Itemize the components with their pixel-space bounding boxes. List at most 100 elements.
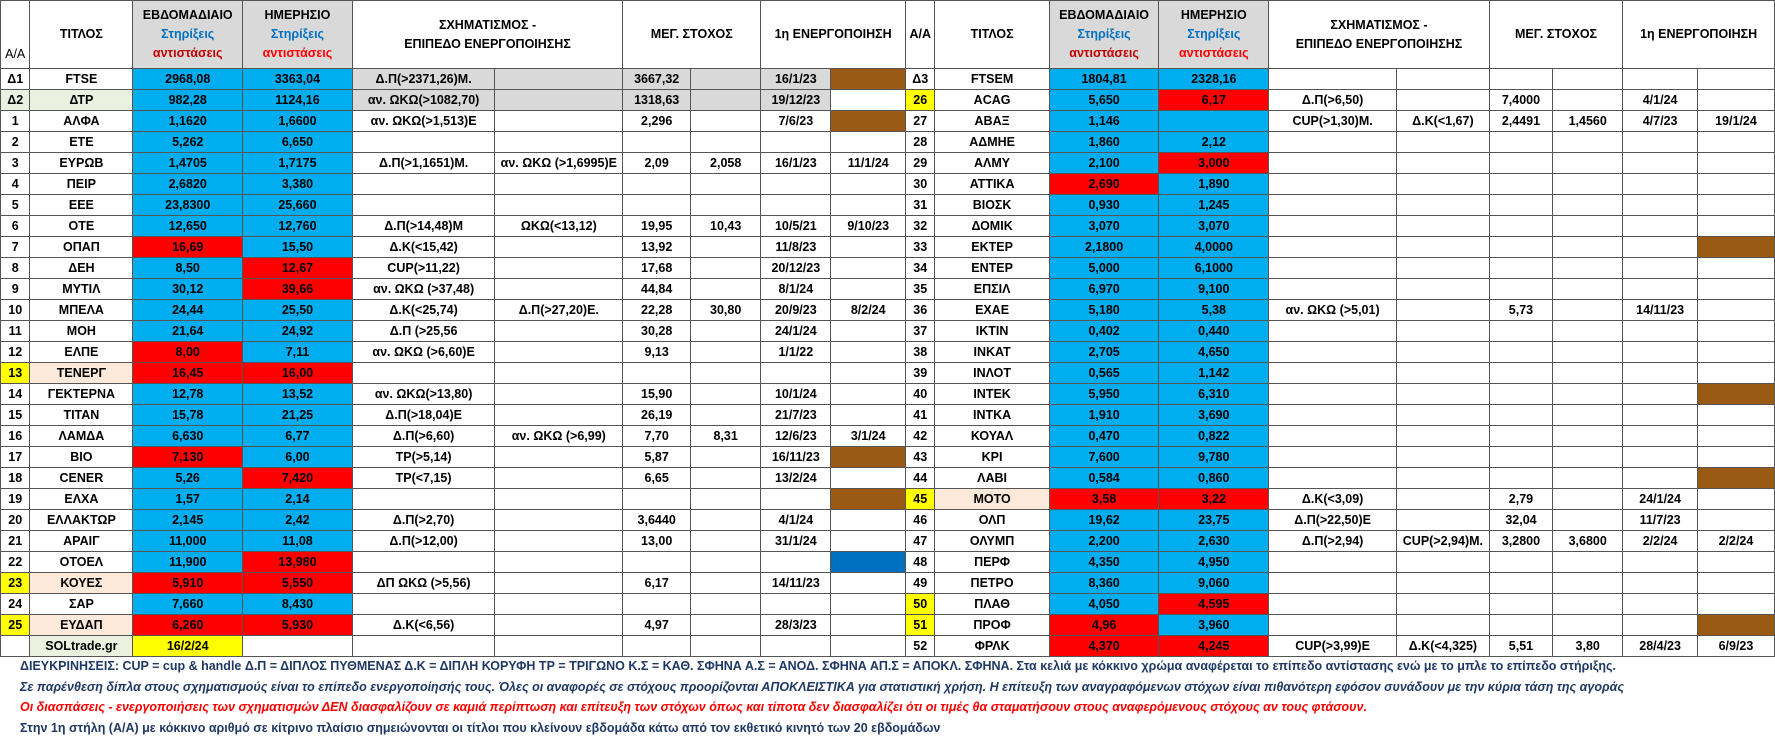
left-target-cell bbox=[622, 173, 692, 195]
left-daily-cell: 6,77 bbox=[242, 425, 353, 447]
left-formation-cell: ΤΡ(<7,15) bbox=[351, 467, 496, 489]
right-aa-cell: 48 bbox=[905, 551, 936, 573]
left-aa-cell: 14 bbox=[0, 383, 31, 405]
right-formation2-cell bbox=[1396, 362, 1490, 384]
left-weekly-cell: 16,45 bbox=[132, 362, 244, 384]
left-daily-cell: 5,550 bbox=[242, 572, 353, 594]
right-activation-date-cell bbox=[1622, 194, 1698, 216]
left-target2-cell bbox=[690, 257, 762, 279]
right-formation-cell: αν. ΩΚΩ (>5,01) bbox=[1268, 299, 1398, 321]
left-aa-cell: 2 bbox=[0, 131, 31, 153]
left-weekly-cell: 1,57 bbox=[132, 488, 244, 510]
right-title-cell: ΑΔΜΗΕ bbox=[934, 131, 1050, 153]
right-weekly-cell: 1804,81 bbox=[1048, 68, 1160, 90]
left-activation-date-cell: 28/3/23 bbox=[760, 614, 832, 636]
left-title-cell: ΑΡΑΙΓ bbox=[29, 530, 134, 552]
right-formation-cell: Δ.Π(>6,50) bbox=[1268, 89, 1398, 111]
right-activation2-cell bbox=[1696, 488, 1775, 510]
right-formation-cell bbox=[1268, 383, 1398, 405]
left-target-cell: 6,65 bbox=[622, 467, 692, 489]
left-formation-cell: Δ.Π(>2,70) bbox=[351, 509, 496, 531]
right-formation-cell bbox=[1268, 131, 1398, 153]
right-target2-cell bbox=[1552, 425, 1624, 447]
table-row: 22 ΟΤΟΕΛ 11,900 13,980 48 ΠΕΡΦ 4,350 4,950 bbox=[0, 551, 1775, 573]
left-aa-cell: 17 bbox=[0, 446, 31, 468]
left-title-cell: ΓΕΚΤΕΡΝΑ bbox=[29, 383, 134, 405]
left-formation-cell bbox=[351, 131, 496, 153]
left-title-cell: ΕΛΠΕ bbox=[29, 341, 134, 363]
right-formation2-cell bbox=[1396, 425, 1490, 447]
left-weekly-cell: 1,1620 bbox=[132, 110, 244, 132]
left-target-cell: 9,13 bbox=[622, 341, 692, 363]
right-formation2-cell: CUP(>2,94)Μ. bbox=[1396, 530, 1490, 552]
table-row: 13 ΤΕΝΕΡΓ 16,45 16,00 39 ΙΝΛΟΤ 0,565 1,142 bbox=[0, 362, 1775, 384]
right-daily-cell: 2,630 bbox=[1158, 530, 1270, 552]
right-weekly-cell: 5,000 bbox=[1048, 257, 1160, 279]
right-formation2-cell bbox=[1396, 446, 1490, 468]
left-activation2-cell bbox=[830, 278, 907, 300]
left-aa-cell: 12 bbox=[0, 341, 31, 363]
right-weekly-cell: 2,100 bbox=[1048, 152, 1160, 174]
right-formation-cell bbox=[1268, 572, 1398, 594]
right-aa-cell: Δ3 bbox=[905, 68, 936, 90]
right-weekly-cell: 2,705 bbox=[1048, 341, 1160, 363]
left-activation-date-cell: 16/11/23 bbox=[760, 446, 832, 468]
right-target2-cell bbox=[1552, 614, 1624, 636]
left-target2-cell bbox=[690, 530, 762, 552]
left-daily-cell: 25,660 bbox=[242, 194, 353, 216]
left-target2-cell bbox=[690, 404, 762, 426]
right-formation2-cell bbox=[1396, 89, 1490, 111]
right-title-cell: ΙΝΤΚΑ bbox=[934, 404, 1050, 426]
header-aa-right: Α/Α bbox=[905, 0, 936, 69]
right-target2-cell bbox=[1552, 509, 1624, 531]
header-daily-right: ΗΜΕΡΗΣΙΟ Στηρίξεις αντιστάσεις bbox=[1158, 0, 1270, 69]
right-formation2-cell bbox=[1396, 320, 1490, 342]
left-formation2-cell bbox=[494, 89, 624, 111]
left-target2-cell bbox=[690, 383, 762, 405]
left-activation-date-cell: 10/5/21 bbox=[760, 215, 832, 237]
left-title-cell: ΚΟΥΕΣ bbox=[29, 572, 134, 594]
left-activation-date-cell bbox=[760, 173, 832, 195]
left-formation-cell bbox=[351, 194, 496, 216]
right-weekly-cell: 19,62 bbox=[1048, 509, 1160, 531]
left-activation2-cell bbox=[830, 320, 907, 342]
right-activation-date-cell bbox=[1622, 68, 1698, 90]
table-row: Δ2 ΔΤΡ 982,28 1124,16 αν. ΩΚΩ(>1082,70) 1318,… bbox=[0, 89, 1775, 111]
header-activation-left: 1η ΕΝΕΡΓΟΠΟΙΗΣΗ bbox=[760, 0, 907, 69]
left-formation-cell: Δ.Κ(<25,74) bbox=[351, 299, 496, 321]
right-daily-cell: 4,650 bbox=[1158, 341, 1270, 363]
right-target-cell bbox=[1488, 173, 1554, 195]
right-daily-cell: 1,142 bbox=[1158, 362, 1270, 384]
right-activation2-cell bbox=[1696, 131, 1775, 153]
header-target-left: ΜΕΓ. ΣΤΟΧΟΣ bbox=[622, 0, 762, 69]
left-aa-cell: 7 bbox=[0, 236, 31, 258]
left-weekly-cell: 7,130 bbox=[132, 446, 244, 468]
right-aa-cell: 49 bbox=[905, 572, 936, 594]
left-activation-date-cell bbox=[760, 551, 832, 573]
left-title-cell: ΟΤΕ bbox=[29, 215, 134, 237]
left-activation2-cell bbox=[830, 383, 907, 405]
right-title-cell: ΠΕΤΡΟ bbox=[934, 572, 1050, 594]
right-formation2-cell: Δ.Κ(<1,67) bbox=[1396, 110, 1490, 132]
left-title-cell: ΛΑΜΔΑ bbox=[29, 425, 134, 447]
right-daily-cell: 9,780 bbox=[1158, 446, 1270, 468]
left-formation-cell: CUP(>11,22) bbox=[351, 257, 496, 279]
left-activation-date-cell: 13/2/24 bbox=[760, 467, 832, 489]
left-target2-cell bbox=[690, 320, 762, 342]
left-activation-date-cell: 10/1/24 bbox=[760, 383, 832, 405]
right-daily-cell: 0,822 bbox=[1158, 425, 1270, 447]
right-target2-cell bbox=[1552, 278, 1624, 300]
right-weekly-cell: 1,860 bbox=[1048, 131, 1160, 153]
right-formation2-cell bbox=[1396, 383, 1490, 405]
left-aa-cell: 8 bbox=[0, 257, 31, 279]
left-daily-cell: 21,25 bbox=[242, 404, 353, 426]
header-formation-line2: ΕΠΙΠΕΔΟ ΕΝΕΡΓΟΠΟΙΗΣΗΣ bbox=[404, 36, 571, 51]
left-formation2-cell bbox=[494, 278, 624, 300]
right-formation-cell bbox=[1268, 467, 1398, 489]
left-title-cell: ΕΛΛΑΚΤΩΡ bbox=[29, 509, 134, 531]
right-target-cell bbox=[1488, 425, 1554, 447]
right-weekly-cell: 6,970 bbox=[1048, 278, 1160, 300]
right-activation2-cell bbox=[1696, 194, 1775, 216]
right-target2-cell: 3,6800 bbox=[1552, 530, 1624, 552]
left-target-cell: 30,28 bbox=[622, 320, 692, 342]
